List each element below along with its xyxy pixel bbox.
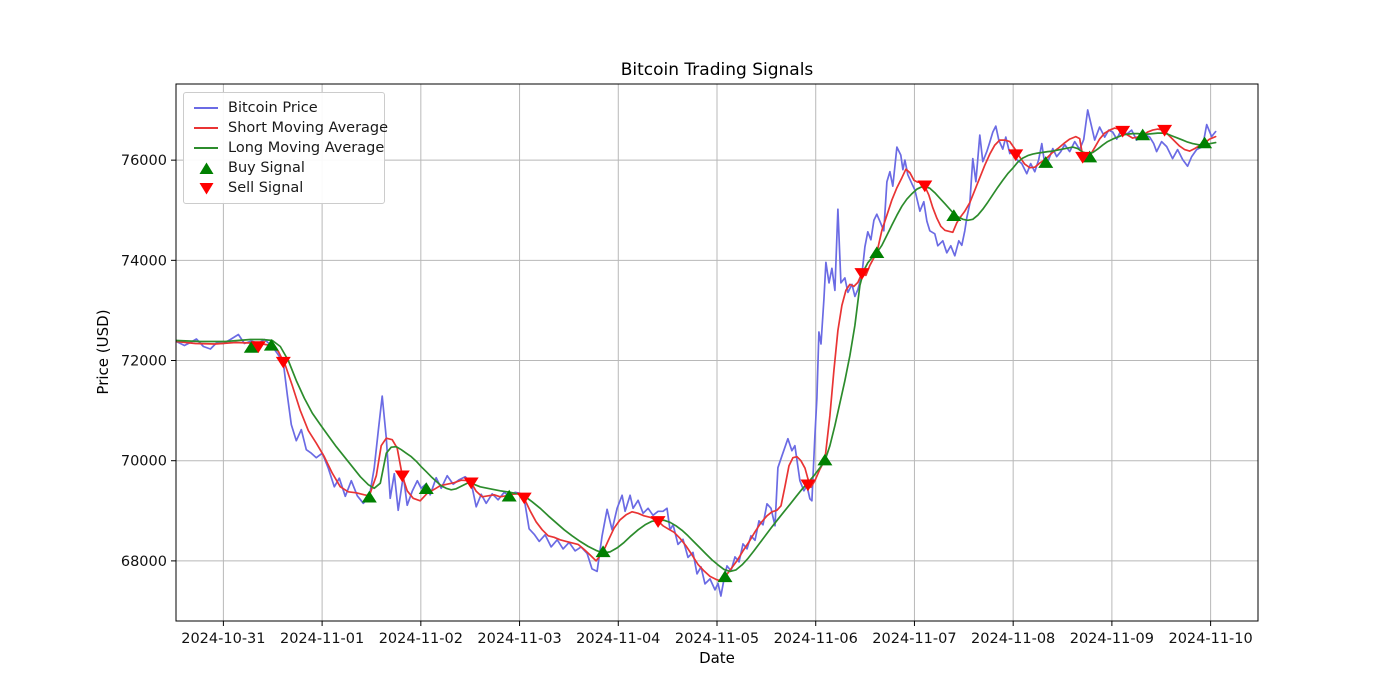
legend-item-short-ma-line: Short Moving Average [184, 118, 388, 138]
long-ma-line-swatch [194, 147, 218, 149]
sell-signal-marker [917, 180, 933, 193]
sell-signal-marker [650, 516, 666, 528]
sell-signal-marker [250, 341, 266, 353]
chart-title: Bitcoin Trading Signals [620, 60, 814, 80]
y-tick-label: 76000 [121, 153, 167, 169]
legend-item-sell-signal: Sell Signal [184, 178, 384, 198]
buy-signal-marker [361, 490, 377, 503]
buy-signal-marker [263, 338, 279, 351]
sell-signal-marker [516, 492, 532, 505]
legend-item-short-ma-line-label: Short Moving Average [228, 120, 389, 136]
sell-signal-marker [800, 479, 816, 492]
buy-triangle-icon [199, 162, 213, 174]
x-tick-label: 2024-11-09 [1070, 631, 1154, 647]
y-tick-label: 70000 [121, 454, 167, 470]
buy-signal-marker [1082, 150, 1098, 163]
sell-signal-marker [1115, 125, 1131, 138]
sell-signal-marker [1008, 149, 1024, 162]
sell-signal-marker [854, 268, 870, 280]
sell-signal-marker [1157, 124, 1173, 137]
buy-signal-marker [1135, 128, 1151, 141]
x-tick-label: 2024-11-01 [280, 631, 364, 647]
sell-signal-marker [394, 470, 410, 483]
legend-item-long-ma-line-label: Long Moving Average [228, 140, 385, 156]
y-tick-label: 74000 [121, 253, 167, 269]
buy-signal-marker [418, 482, 434, 494]
sell-signal-marker [1075, 151, 1091, 164]
buy-signal-marker [501, 489, 517, 502]
buy-signal-marker [717, 570, 733, 583]
legend-item-sell-signal-label: Sell Signal [228, 180, 304, 196]
x-tick-label: 2024-11-03 [477, 631, 561, 647]
buy-signal-marker [946, 209, 962, 221]
legend-item-buy-signal-label: Buy Signal [228, 160, 305, 176]
sell-signal-marker [275, 356, 291, 369]
buy-signal-marker [1038, 156, 1054, 168]
sell-triangle-icon [199, 182, 213, 194]
x-tick-label: 2024-11-06 [774, 631, 858, 647]
legend-item-buy-signal: Buy Signal [184, 158, 384, 178]
legend-item-price-line: Bitcoin Price [184, 98, 384, 118]
x-tick-label: 2024-11-02 [379, 631, 463, 647]
buy-signal-marker [595, 545, 611, 558]
sell-signal-marker [463, 477, 479, 490]
y-axis-label: Price (USD) [94, 309, 112, 395]
buy-signal-marker [817, 453, 833, 466]
legend-item-long-ma-line: Long Moving Average [184, 138, 384, 158]
x-tick-label: 2024-11-10 [1168, 631, 1252, 647]
price-line [175, 109, 1217, 597]
short-ma-line-swatch [194, 127, 218, 129]
legend-item-price-line-label: Bitcoin Price [228, 100, 318, 116]
x-tick-label: 2024-11-05 [675, 631, 759, 647]
long-ma-line [175, 132, 1217, 573]
y-tick-label: 72000 [121, 354, 167, 370]
buy-signal-marker [243, 340, 259, 353]
x-tick-label: 2024-11-08 [971, 631, 1055, 647]
price-line-swatch [194, 107, 218, 109]
buy-signal-marker [869, 246, 885, 259]
buy-signal-marker [1197, 136, 1213, 149]
short-ma-line [175, 127, 1217, 582]
x-axis-label: Date [699, 649, 735, 667]
y-tick-label: 68000 [121, 554, 167, 570]
plot-border [175, 83, 1259, 622]
x-tick-label: 2024-11-07 [872, 631, 956, 647]
x-tick-label: 2024-10-31 [181, 631, 265, 647]
x-tick-label: 2024-11-04 [576, 631, 660, 647]
legend: Bitcoin Price Short Moving Average Long Mo… [183, 92, 388, 204]
